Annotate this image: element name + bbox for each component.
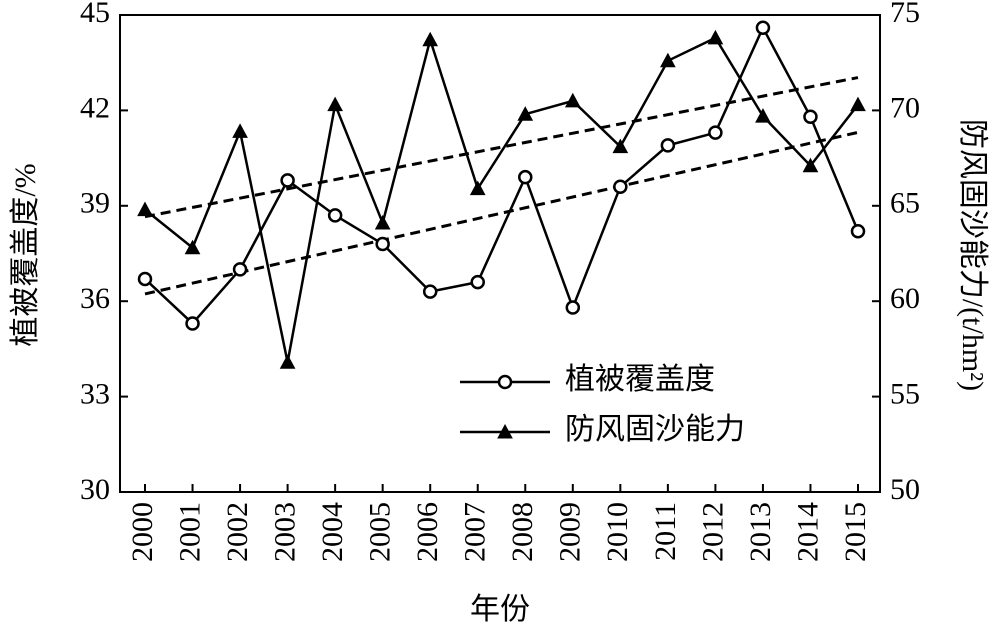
- trend-line: [144, 76, 859, 219]
- x-tick-label: 2012: [696, 502, 729, 562]
- x-tick-label: 2009: [554, 502, 587, 562]
- x-tick-label: 2006: [411, 502, 444, 562]
- x-tick-label: 2001: [173, 502, 206, 562]
- data-point: [755, 20, 771, 35]
- x-axis-label: 年份: [470, 593, 530, 626]
- y-tick-label: 30: [80, 473, 110, 506]
- data-point: [232, 262, 248, 277]
- x-tick-label: 2004: [316, 502, 349, 562]
- y2-axis-label: 防风固沙能力/(t/hm²): [956, 119, 989, 391]
- data-point: [137, 201, 153, 217]
- data-point: [707, 29, 724, 45]
- data-point: [185, 316, 200, 331]
- data-point: [232, 123, 248, 138]
- data-point: [660, 138, 676, 153]
- data-point: [850, 223, 866, 239]
- y2-tick-label: 60: [890, 282, 920, 315]
- x-tick-label: 2002: [221, 502, 254, 562]
- data-point: [184, 239, 201, 255]
- data-point: [469, 180, 486, 196]
- legend-label: 防风固沙能力: [565, 413, 745, 446]
- y-tick-label: 39: [80, 187, 110, 220]
- x-tick-label: 2003: [268, 502, 301, 562]
- data-point: [422, 284, 438, 299]
- x-tick-label: 2015: [839, 502, 872, 562]
- x-tick-label: 2000: [126, 502, 159, 562]
- legend-marker: [497, 423, 513, 439]
- x-tick-label: 2008: [506, 502, 539, 562]
- x-tick-label: 2014: [791, 502, 824, 562]
- y2-tick-label: 75: [890, 0, 920, 29]
- y-axis-label: 植被覆盖度/%: [9, 163, 42, 346]
- y2-tick-label: 50: [890, 473, 920, 506]
- legend-marker: [497, 374, 513, 390]
- data-point: [660, 52, 676, 68]
- y2-tick-label: 70: [890, 91, 920, 124]
- data-point: [470, 274, 485, 290]
- data-point: [708, 125, 723, 140]
- data-point: [374, 214, 391, 230]
- data-point: [802, 157, 819, 173]
- data-point: [517, 106, 534, 121]
- x-tick-label: 2007: [459, 502, 492, 562]
- legend-label: 植被覆盖度: [565, 363, 715, 396]
- x-tick-label: 2013: [744, 502, 777, 562]
- series-line: [144, 35, 859, 363]
- data-point: [327, 96, 343, 112]
- data-point: [280, 173, 295, 188]
- data-point: [850, 96, 866, 112]
- data-point: [375, 236, 390, 252]
- y-tick-label: 36: [80, 282, 110, 315]
- data-point: [565, 300, 581, 315]
- data-point: [137, 271, 153, 287]
- y2-tick-label: 65: [890, 187, 920, 220]
- plot-frame: [119, 14, 881, 493]
- data-point: [564, 92, 581, 108]
- y2-tick-label: 55: [890, 377, 920, 410]
- data-point: [518, 169, 533, 185]
- data-point: [612, 138, 629, 154]
- trend-line: [144, 130, 859, 296]
- data-point: [422, 31, 439, 47]
- x-tick-label: 2005: [364, 502, 397, 562]
- data-point: [755, 108, 771, 123]
- data-point: [803, 109, 818, 125]
- data-point: [327, 208, 343, 223]
- x-tick-label: 2010: [601, 502, 634, 562]
- series-line: [144, 24, 860, 326]
- data-point: [279, 354, 296, 369]
- x-tick-label: 2011: [649, 502, 682, 561]
- y-tick-label: 42: [80, 91, 110, 124]
- y-tick-label: 33: [80, 377, 110, 410]
- y-tick-label: 45: [80, 0, 110, 29]
- data-point: [613, 179, 628, 194]
